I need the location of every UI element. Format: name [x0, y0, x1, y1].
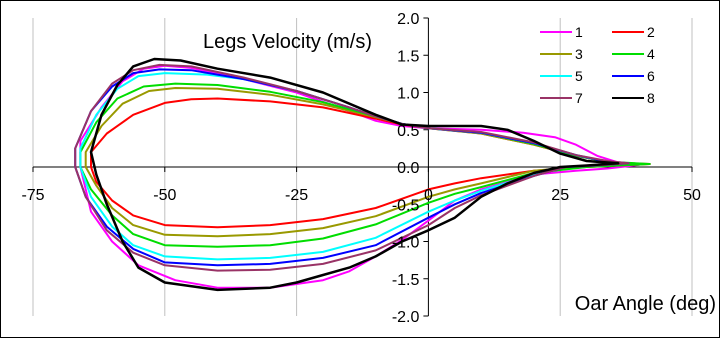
legend-label-1: 1	[575, 24, 583, 40]
x-tick-label: -75	[21, 187, 44, 204]
series-line-4	[79, 82, 651, 248]
y-axis-title: Legs Velocity (m/s)	[203, 31, 372, 53]
legend-label-3: 3	[575, 46, 583, 62]
y-tick-label: -1.5	[392, 272, 420, 289]
x-tick-label: 0	[424, 187, 433, 204]
legend-label-8: 8	[647, 90, 655, 106]
y-tick-label: 1.0	[397, 86, 419, 103]
legend-label-5: 5	[575, 68, 583, 84]
series-lines	[74, 57, 651, 292]
legend-label-7: 7	[575, 90, 583, 106]
series-line-8	[89, 57, 620, 292]
tick-labels: -75 -50 -25 0 25 502.01.51.00.50.0-0.5-1.0-1.…	[21, 11, 701, 326]
x-axis-title: Oar Angle (deg)	[575, 293, 716, 315]
y-tick-label: 0.5	[397, 123, 419, 140]
x-tick-label: -50	[153, 187, 176, 204]
y-tick-label: -0.5	[392, 197, 420, 214]
y-tick-label: 0.0	[397, 160, 419, 177]
y-tick-label: -1.0	[392, 235, 420, 252]
x-tick-label: 25	[551, 187, 569, 204]
y-tick-label: -2.0	[392, 309, 420, 326]
x-tick-label: 50	[683, 187, 701, 204]
legend: 1 2 3 4 5 6 7 8	[540, 24, 655, 106]
y-tick-label: 2.0	[397, 11, 419, 28]
legend-label-6: 6	[647, 68, 655, 84]
x-tick-label: -25	[285, 187, 308, 204]
y-tick-label: 1.5	[397, 48, 419, 65]
series-line-7	[74, 63, 630, 272]
legend-label-2: 2	[647, 24, 655, 40]
legend-label-4: 4	[647, 46, 655, 62]
